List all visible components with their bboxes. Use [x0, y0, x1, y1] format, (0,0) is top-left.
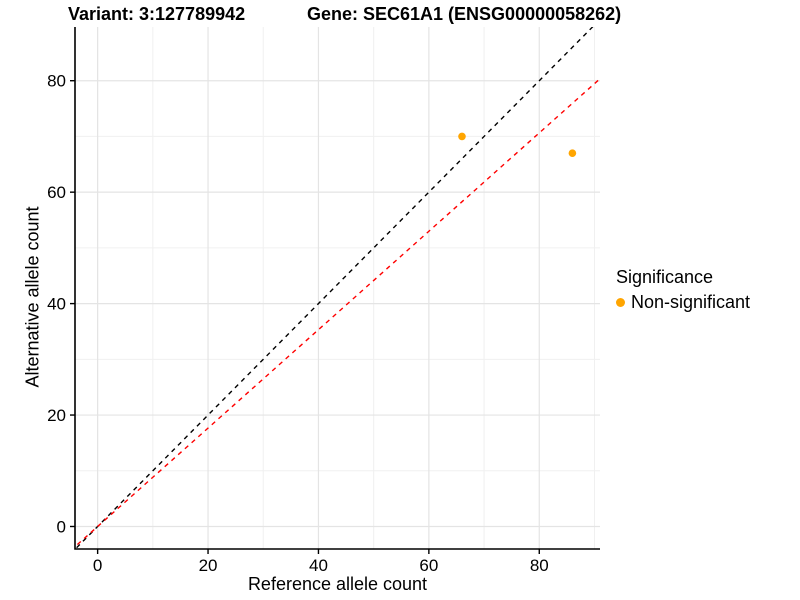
data-point-2 [568, 149, 577, 157]
x-tick-label: 0 [93, 556, 102, 575]
y-tick-label: 60 [47, 183, 66, 202]
x-axis-title: Reference allele count [247, 574, 428, 594]
fit-line [75, 77, 600, 548]
y-tick-label: 40 [47, 295, 66, 314]
x-tick-label: 20 [199, 556, 218, 575]
legend-point-icon [616, 298, 625, 307]
y-axis-title: Alternative allele count [22, 206, 43, 388]
variant-title: Variant: 3:127789942 [68, 4, 246, 24]
y-tick-label: 20 [47, 406, 66, 425]
axis-lines [74, 27, 600, 550]
x-tick-label: 60 [419, 556, 438, 575]
legend-item-non-significant: Non-significant [616, 292, 750, 313]
legend: Significance Non-significant [616, 267, 750, 313]
legend-item-label: Non-significant [631, 292, 751, 312]
data-point-1 [458, 132, 466, 141]
y-tick-label: 0 [57, 517, 66, 536]
x-tick-label: 40 [309, 556, 328, 575]
y-tick-label: 80 [47, 72, 66, 91]
x-tick-label: 80 [530, 556, 549, 575]
legend-title: Significance [616, 267, 714, 287]
identity-line [75, 27, 594, 549]
gene-title: Gene: SEC61A1 (ENSG00000058262) [307, 4, 622, 24]
